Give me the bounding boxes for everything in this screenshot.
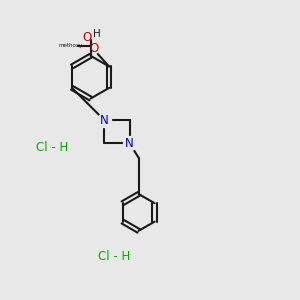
Text: methoxy: methoxy xyxy=(59,43,83,48)
Text: H: H xyxy=(93,29,101,39)
Text: Cl - H: Cl - H xyxy=(98,250,130,263)
Text: N: N xyxy=(100,114,109,127)
Text: Cl - H: Cl - H xyxy=(36,140,68,154)
Text: O: O xyxy=(90,42,99,55)
Text: N: N xyxy=(125,137,134,150)
Text: O: O xyxy=(82,32,91,44)
